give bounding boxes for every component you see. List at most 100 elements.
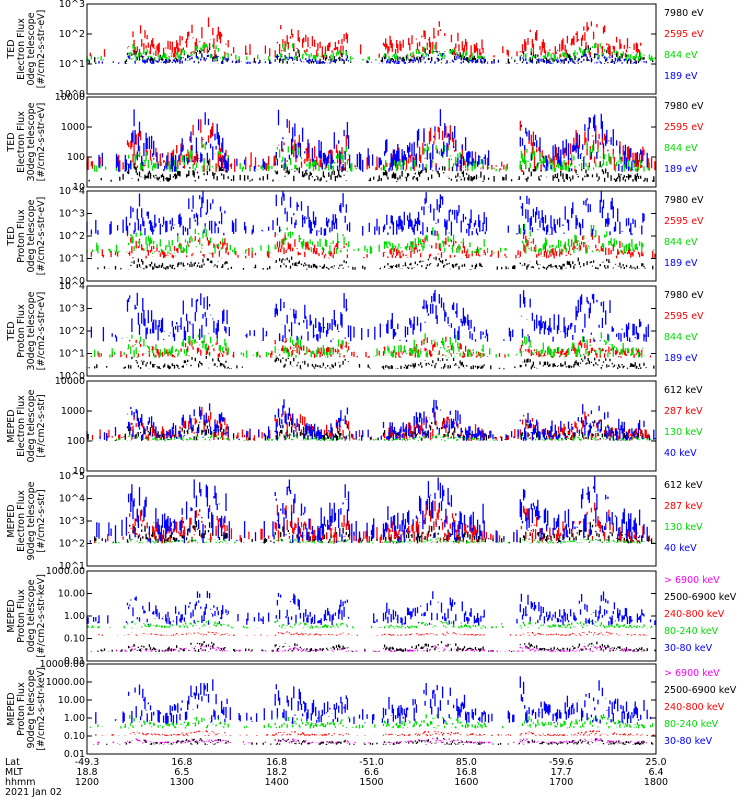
panel-frame — [86, 380, 657, 472]
panel-6: 10^1 10^2 10^3 10^4 10^5 MEPEDElectron Flux90… — [6, 471, 703, 572]
y-tick-label: 10^0 — [59, 276, 85, 287]
panel-frame — [86, 663, 657, 755]
x-tick-hhmm: 1200 — [75, 777, 99, 788]
legend-entry: 287 keV — [664, 501, 703, 512]
y-tick-label: 10^5 — [59, 471, 85, 482]
legend-entry: 7980 eV — [664, 195, 704, 206]
panel-4: 10^0 10^1 10^2 10^3 10^4 TEDProton Flux30deg … — [6, 281, 704, 382]
y-tick-label: 0.01 — [64, 749, 85, 760]
y-tick-label: 10^2 — [59, 29, 85, 40]
x-tick-mlt: 18.2 — [266, 767, 287, 778]
y-tick-label: 10^1 — [59, 254, 85, 265]
x-row-label-hhmm: hhmm — [5, 777, 36, 788]
series-40-kev — [89, 476, 648, 544]
y-tick-label: 10.00 — [58, 695, 85, 706]
series-2500-6900-kev — [97, 641, 656, 652]
legend-entry: 189 eV — [664, 71, 698, 82]
series-7980-ev — [97, 256, 654, 270]
y-tick-label: 10.00 — [58, 589, 85, 600]
series-80-240-kev — [89, 713, 654, 729]
legend-entry: 189 eV — [664, 353, 698, 364]
legend-entry: 2595 eV — [664, 29, 704, 40]
y-tick-label: 1.00 — [64, 713, 85, 724]
y-tick-label: 1000.00 — [46, 677, 85, 688]
x-row-label-mlt: MLT — [5, 767, 23, 778]
series-80-240-kev — [87, 619, 653, 629]
legend-entry: > 6900 keV — [664, 668, 720, 679]
legend-entry: 844 eV — [664, 237, 698, 248]
legend-entry: 844 eV — [664, 50, 698, 61]
legend-entry: 2500-6900 keV — [664, 592, 737, 603]
legend-entry: 2595 eV — [664, 311, 704, 322]
legend-entry: 130 keV — [664, 522, 703, 533]
y-axis-label: MEPEDProton Flux0deg telescope[#/cm2-s-s… — [6, 574, 47, 658]
legend-entry: 80-240 keV — [664, 626, 719, 637]
panel-frame — [86, 475, 657, 567]
y-tick-label: 10^3 — [59, 304, 85, 315]
series-2595-ev — [89, 17, 642, 58]
legend-entry: 7980 eV — [664, 101, 704, 112]
series-30-80-kev — [95, 676, 652, 724]
panel-3: 10^0 10^1 10^2 10^3 10^4 TEDProton Flux0deg t… — [6, 186, 704, 287]
y-tick-label: 10^1 — [59, 561, 85, 572]
x-tick-mlt: 6.5 — [174, 767, 189, 778]
series-189-ev — [86, 191, 645, 236]
panel-5: 10 100 1000 10000 MEPEDElectron Flux0deg tel… — [6, 376, 703, 477]
y-tick-label: 100 — [67, 152, 85, 163]
y-tick-label: 1000.00 — [46, 566, 85, 577]
legend-entry: 844 eV — [664, 143, 698, 154]
panel-frame — [86, 96, 657, 188]
x-tick-mlt: 16.8 — [456, 767, 477, 778]
legend-entry: 30-80 keV — [664, 736, 713, 747]
series-130-kev — [91, 433, 655, 441]
y-tick-label: 10^0 — [59, 89, 85, 100]
y-tick-label: 10^4 — [59, 281, 85, 292]
y-tick-label: 10^2 — [59, 326, 85, 337]
panel-frame — [86, 285, 657, 377]
y-tick-label: 10^1 — [59, 59, 85, 70]
series-240-800-kev — [98, 631, 647, 636]
legend-entry: 2500-6900 keV — [664, 685, 737, 696]
y-axis-label: TEDElectron Flux30deg telescope[#/cm2-s-… — [6, 102, 47, 181]
legend-entry: 240-800 keV — [664, 609, 725, 620]
y-axis-label: MEPEDProton Flux90deg telescope[#/cm2-s-… — [6, 667, 47, 751]
legend-entry: 80-240 keV — [664, 719, 719, 730]
y-tick-label: 10^3 — [59, 516, 85, 527]
y-tick-label: 0.10 — [64, 731, 85, 742]
series-189-ev — [90, 289, 649, 343]
y-tick-label: 100 — [67, 436, 85, 447]
legend-entry: 189 eV — [664, 258, 698, 269]
x-tick-mlt: 17.7 — [551, 767, 572, 778]
series-844-ev — [94, 332, 645, 358]
series-7980-ev — [88, 160, 655, 182]
legend-entry: 189 eV — [664, 164, 698, 175]
panel-1: 10^0 10^1 10^2 10^3 TEDElectron Flux0deg tel… — [6, 0, 704, 100]
y-tick-label: 10000 — [55, 92, 85, 103]
x-tick-lat: -51.0 — [359, 757, 384, 768]
y-axis-label: TEDProton Flux30deg telescope[#/cm2-s-st… — [6, 291, 47, 370]
legend-entry: 287 keV — [664, 406, 703, 417]
x-tick-lat: 16.8 — [266, 757, 287, 768]
y-tick-label: 10 — [73, 182, 85, 193]
y-tick-label: 10^0 — [59, 371, 85, 382]
y-tick-label: 10000 — [55, 376, 85, 387]
y-tick-label: 10^1 — [59, 349, 85, 360]
y-tick-label: 10 — [73, 466, 85, 477]
series-2595-ev — [90, 335, 652, 358]
y-tick-label: 10^2 — [59, 231, 85, 242]
series-30-80-kev — [86, 591, 656, 625]
y-axis-label: TEDElectron Flux0deg telescope[#/cm2-s-s… — [6, 10, 47, 89]
x-tick-hhmm: 1300 — [170, 777, 194, 788]
x-date-label: 2021 Jan 02 — [5, 787, 62, 798]
x-tick-lat: 85.0 — [456, 757, 477, 768]
legend-entry: 2595 eV — [664, 216, 704, 227]
legend-entry: 40 keV — [664, 543, 697, 554]
legend-entry: 612 keV — [664, 385, 703, 396]
x-tick-hhmm: 1600 — [454, 777, 478, 788]
series-240-800-kev — [87, 730, 655, 736]
y-tick-label: 1000 — [61, 406, 85, 417]
x-tick-mlt: 6.4 — [648, 767, 663, 778]
y-axis-label: TEDProton Flux0deg telescope[#/cm2-s-str… — [6, 197, 47, 276]
series-2500-6900-kev — [92, 737, 654, 745]
